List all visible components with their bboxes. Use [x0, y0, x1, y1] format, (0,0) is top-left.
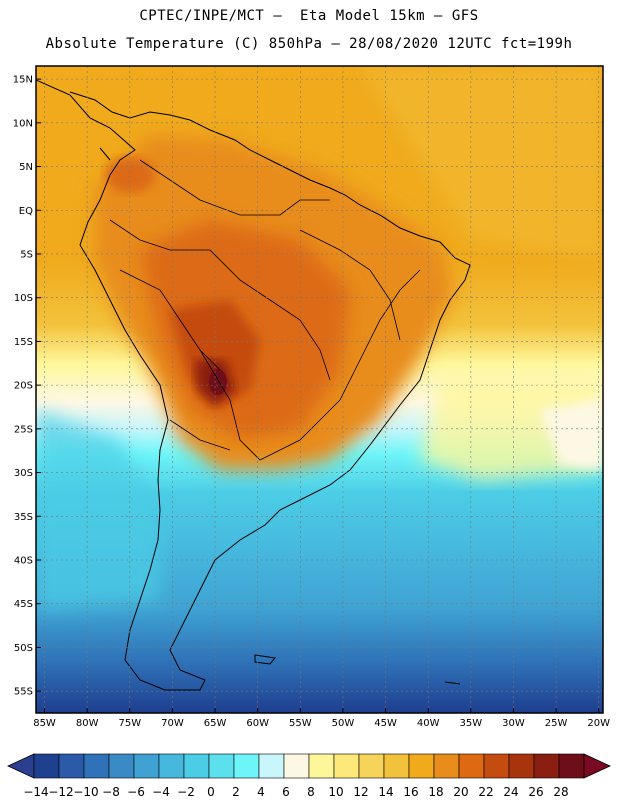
colorbar-label: 18: [428, 785, 443, 799]
colorbar-label: 14: [378, 785, 393, 799]
colorbar-cell: [33, 753, 60, 779]
lat-label: 15N: [13, 75, 33, 86]
colorbar-cell: [483, 753, 510, 779]
lat-label: 55S: [14, 687, 33, 698]
colorbar-label: 2: [232, 785, 240, 799]
colorbar-label: 12: [353, 785, 368, 799]
lon-label: 20W: [587, 718, 610, 729]
colorbar-label: 28: [553, 785, 568, 799]
colorbar-cell: [108, 753, 135, 779]
lon-label: 25W: [545, 718, 568, 729]
colorbar-label: 0: [207, 785, 215, 799]
colorbar-label: 16: [403, 785, 418, 799]
lon-label: 30W: [502, 718, 525, 729]
colorbar-cell: [433, 753, 460, 779]
colorbar-cell: [383, 753, 410, 779]
lat-label: 10N: [13, 118, 33, 129]
colorbar-label: −12: [48, 785, 73, 799]
map-frame: [35, 65, 604, 714]
colorbar-label: 26: [528, 785, 543, 799]
colorbar-label: 6: [282, 785, 290, 799]
colorbar-label: −6: [127, 785, 145, 799]
colorbar-label: −10: [73, 785, 98, 799]
lon-label: 35W: [460, 718, 483, 729]
lon-label: 85W: [33, 718, 56, 729]
lat-label: 25S: [14, 424, 33, 435]
colorbar-label: 24: [503, 785, 518, 799]
lon-label: 40W: [417, 718, 440, 729]
colorbar-cell: [458, 753, 485, 779]
lon-label: 65W: [204, 718, 227, 729]
lat-label: 20S: [14, 381, 33, 392]
lat-label: 5S: [20, 249, 33, 260]
longitude-axis: 85W 80W 75W 70W 65W 60W 55W 50W 45W 40W 35W 30W 25W 2…: [33, 708, 610, 729]
colorbar-cell: [58, 753, 85, 779]
colorbar-cell: [83, 753, 110, 779]
lat-label: 15S: [14, 337, 33, 348]
lon-label: 45W: [374, 718, 397, 729]
colorbar-cell: [308, 753, 335, 779]
country-borders: [109, 159, 421, 461]
colorbar-cell: [533, 753, 560, 779]
lon-label: 70W: [161, 718, 184, 729]
chart-title-line2: Absolute Temperature (C) 850hPa – 28/08/…: [45, 36, 573, 52]
colorbar-cell: [333, 753, 360, 779]
colorbar: −14 −12 −10 −8 −6 −4 −2 0 2 4 6 8 10 12 14 16 18 20 22 24 26…: [7, 753, 611, 799]
coastline: [36, 79, 471, 691]
colorbar-cell: [233, 753, 260, 779]
lon-label: 55W: [289, 718, 312, 729]
colorbar-label: 22: [478, 785, 493, 799]
colorbar-label: 8: [307, 785, 315, 799]
colorbar-label: −14: [23, 785, 48, 799]
colorbar-cells: [33, 753, 585, 779]
colorbar-labels: −14 −12 −10 −8 −6 −4 −2 0 2 4 6 8 10 12 14 16 18 20 22 24 26…: [23, 785, 568, 799]
colorbar-cell: [208, 753, 235, 779]
colorbar-label: −8: [102, 785, 120, 799]
colorbar-cell: [158, 753, 185, 779]
colorbar-cell: [408, 753, 435, 779]
colorbar-cell: [258, 753, 285, 779]
colorbar-label: −4: [152, 785, 170, 799]
lon-label: 50W: [332, 718, 355, 729]
temperature-field: [36, 66, 603, 713]
colorbar-cell: [508, 753, 535, 779]
lat-label: EQ: [19, 206, 33, 217]
colorbar-label: 20: [453, 785, 468, 799]
colorbar-cell: [183, 753, 210, 779]
lat-label: 30S: [14, 468, 33, 479]
latitude-axis: 15N 10N 5N EQ 5S 10S 15S 20S 25S 30S 35S 40S 45S 50S 5…: [13, 75, 41, 698]
lon-label: 75W: [118, 718, 141, 729]
lat-label: 10S: [14, 293, 33, 304]
lat-label: 35S: [14, 512, 33, 523]
lat-label: 50S: [14, 643, 33, 654]
lat-label: 40S: [14, 555, 33, 566]
chart-title-line1: CPTEC/INPE/MCT – Eta Model 15km – GFS: [139, 8, 479, 24]
colorbar-label: −2: [177, 785, 195, 799]
colorbar-cell: [358, 753, 385, 779]
colorbar-label: 4: [257, 785, 265, 799]
lat-label: 45S: [14, 599, 33, 610]
colorbar-cell: [283, 753, 310, 779]
lat-label: 5N: [19, 162, 33, 173]
lon-label: 60W: [246, 718, 269, 729]
colorbar-under-arrow: [7, 753, 35, 779]
lon-label: 80W: [76, 718, 99, 729]
colorbar-label: 10: [328, 785, 343, 799]
colorbar-cell: [558, 753, 585, 779]
colorbar-cell: [133, 753, 160, 779]
colorbar-over-arrow: [583, 753, 611, 779]
